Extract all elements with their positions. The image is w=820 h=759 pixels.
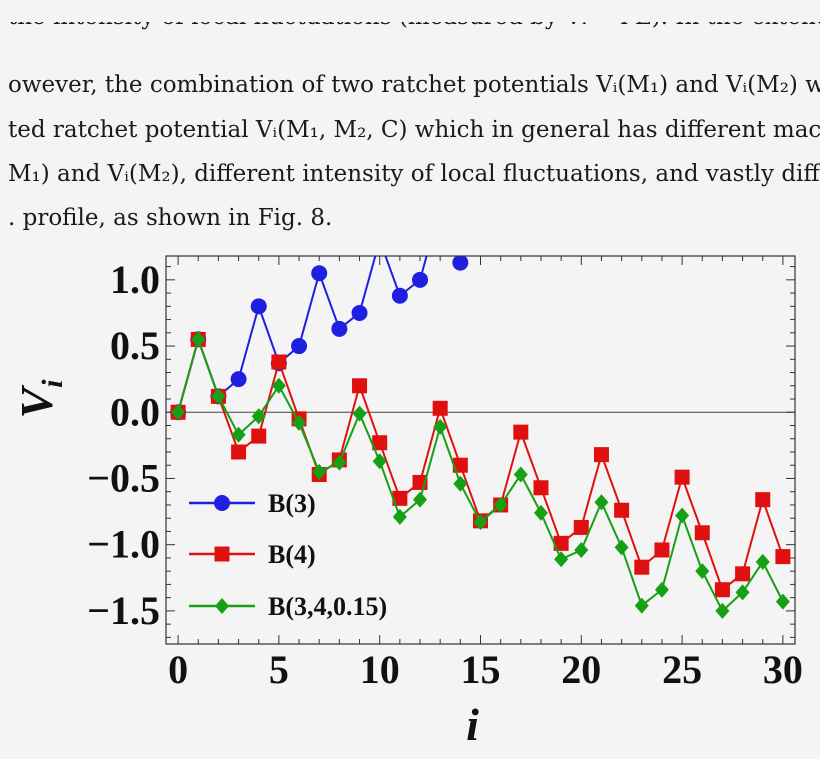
legend-marker xyxy=(214,495,230,511)
data-point xyxy=(614,502,630,518)
legend-marker xyxy=(215,598,229,614)
data-point xyxy=(694,525,710,541)
y-tick-label: −1.0 xyxy=(87,522,160,567)
paragraph-line-3: ted ratchet potential Vᵢ(M₁, M₂, C) whic… xyxy=(8,117,820,143)
data-point xyxy=(292,414,307,431)
data-point xyxy=(513,424,529,440)
data-point xyxy=(271,377,286,394)
y-tick-label: 0.5 xyxy=(110,323,160,368)
x-tick-label: 10 xyxy=(360,647,400,692)
data-point xyxy=(654,581,669,598)
data-point xyxy=(453,475,468,492)
data-point xyxy=(312,463,327,480)
data-point xyxy=(513,466,528,483)
series-3 xyxy=(171,331,790,619)
data-point xyxy=(231,426,246,443)
data-point xyxy=(432,199,448,215)
data-point xyxy=(755,492,771,508)
data-point xyxy=(352,405,367,422)
data-point xyxy=(755,553,770,570)
legend-label: B(3) xyxy=(268,489,316,518)
data-point xyxy=(412,271,429,288)
x-tick-label: 5 xyxy=(269,647,289,692)
x-tick-label: 15 xyxy=(461,647,501,692)
data-point xyxy=(654,542,670,558)
data-point xyxy=(675,507,690,524)
data-point xyxy=(473,514,488,531)
data-point xyxy=(332,454,347,471)
data-point xyxy=(372,453,387,470)
y-axis-title-subscript: i xyxy=(36,379,69,388)
data-point xyxy=(735,584,750,601)
paragraph-line-2: owever, the combination of two ratchet p… xyxy=(8,72,820,98)
data-point xyxy=(372,435,388,451)
data-point xyxy=(331,320,348,337)
data-point xyxy=(230,371,247,388)
data-point xyxy=(452,256,469,271)
data-point xyxy=(533,504,548,521)
data-point xyxy=(413,491,428,508)
y-tick-label: −0.5 xyxy=(87,455,160,500)
data-point xyxy=(211,388,226,405)
data-point xyxy=(594,494,609,511)
data-point xyxy=(191,331,206,348)
data-point xyxy=(634,559,650,575)
data-point xyxy=(614,539,629,556)
data-point xyxy=(231,444,247,460)
data-point xyxy=(775,593,790,610)
axis-ticks xyxy=(166,256,795,644)
data-point xyxy=(695,563,710,580)
paragraph-line-5: . profile, as shown in Fig. 8. xyxy=(8,205,333,231)
data-point xyxy=(171,404,186,421)
y-tick-label: −1.5 xyxy=(87,588,160,633)
data-point xyxy=(311,265,328,282)
data-point xyxy=(250,298,267,315)
data-point xyxy=(634,597,649,614)
paragraph-line-4: M₁) and Vᵢ(M₂), different intensity of l… xyxy=(8,161,820,187)
legend-label: B(4) xyxy=(268,540,316,569)
data-layer xyxy=(170,199,791,619)
data-point xyxy=(593,447,609,463)
plot-area xyxy=(166,256,795,644)
data-point xyxy=(533,480,549,496)
data-point xyxy=(715,602,730,619)
legend-marker xyxy=(214,546,230,562)
data-point xyxy=(433,418,448,435)
data-point xyxy=(392,508,407,525)
data-point xyxy=(573,519,589,535)
x-tick-label: 30 xyxy=(763,647,803,692)
paragraph-text: the intensity of local fluctuations (mea… xyxy=(0,22,820,242)
x-tick-label: 25 xyxy=(662,647,702,692)
data-point xyxy=(271,354,287,370)
data-point xyxy=(735,566,751,582)
data-point xyxy=(574,541,589,558)
data-point xyxy=(392,490,408,506)
data-point xyxy=(493,496,508,513)
y-tick-label: 1.0 xyxy=(110,257,160,302)
data-point xyxy=(452,457,468,473)
data-point xyxy=(251,408,266,425)
x-axis-title: i xyxy=(466,699,479,750)
data-point xyxy=(251,428,267,444)
x-tick-label: 0 xyxy=(168,647,188,692)
y-tick-label: 0.0 xyxy=(110,389,160,434)
data-point xyxy=(352,378,368,394)
data-point xyxy=(291,338,308,355)
data-point xyxy=(391,287,408,304)
legend-label: B(3,4,0.15) xyxy=(268,592,387,621)
data-point xyxy=(351,304,368,321)
data-point xyxy=(372,232,388,248)
x-tick-label: 20 xyxy=(561,647,601,692)
data-point xyxy=(554,551,569,568)
y-axis-title: Vi xyxy=(11,379,69,419)
plot-frame xyxy=(165,255,796,645)
data-point xyxy=(714,582,730,598)
data-point xyxy=(553,535,569,551)
paragraph-line-1: the intensity of local fluctuations (mea… xyxy=(8,22,820,30)
data-point xyxy=(674,469,690,485)
data-point xyxy=(775,549,791,565)
data-point xyxy=(432,400,448,416)
legend: B(3) B(4) B(3,4,0.15) xyxy=(189,489,387,621)
